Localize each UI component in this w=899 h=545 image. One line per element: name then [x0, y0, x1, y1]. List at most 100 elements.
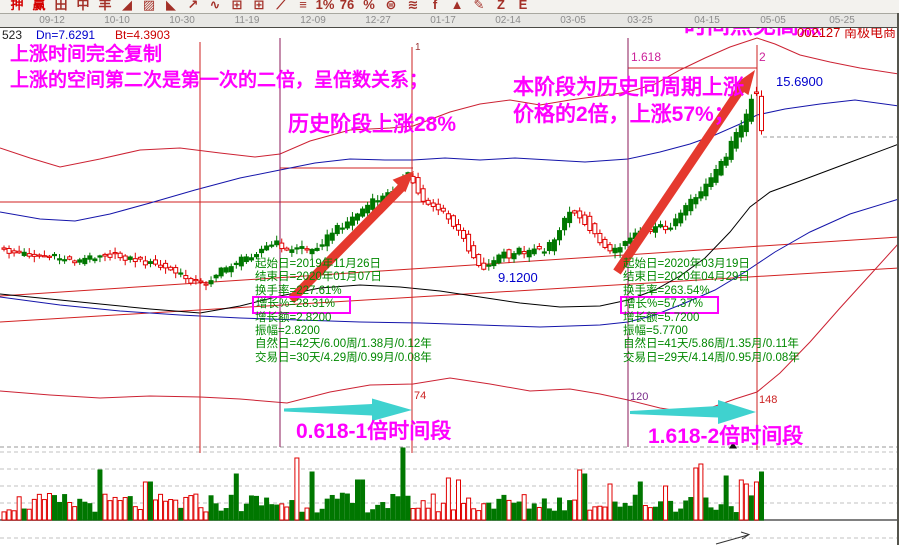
- candle: [435, 203, 441, 211]
- candle: [259, 248, 265, 254]
- time-span-label-2: 1.618-2倍时间段: [648, 425, 804, 448]
- toolbar-icon[interactable]: ✎: [473, 0, 485, 12]
- volume-bar: [440, 502, 446, 521]
- volume-bar: [127, 496, 133, 521]
- stat-line: 换手率=227.61%: [255, 284, 342, 297]
- candle: [516, 247, 522, 255]
- volume-bar: [420, 500, 426, 521]
- volume-bar: [435, 511, 441, 521]
- date-tick-label: 09-12: [39, 15, 65, 26]
- symbol-name[interactable]: 002127 南极电商: [797, 25, 896, 40]
- toolbar-icon[interactable]: ◢: [122, 0, 132, 12]
- candle: [567, 211, 573, 224]
- volume-bar: [718, 504, 724, 521]
- candle: [617, 247, 623, 253]
- fib-marker-1: 1: [415, 42, 421, 53]
- volume-bar: [122, 497, 128, 521]
- candle: [501, 251, 507, 259]
- volume-bar: [365, 512, 371, 521]
- date-tick-label: 05-05: [760, 15, 786, 26]
- candle: [526, 249, 532, 258]
- candle: [339, 227, 345, 230]
- toolbar-icon[interactable]: 76: [339, 0, 355, 12]
- candle: [62, 259, 68, 262]
- toolbar-icon[interactable]: ↗: [187, 0, 199, 12]
- growth-highlight-box: 增长%=28.31%: [252, 296, 351, 314]
- toolbar-icon[interactable]: Z: [497, 0, 505, 12]
- volume-bar: [233, 473, 239, 521]
- volume-bar: [703, 497, 709, 521]
- date-tick-label: 03-25: [627, 15, 653, 26]
- candle: [612, 247, 618, 254]
- volume-bar: [748, 495, 754, 521]
- toolbar-icon[interactable]: ◣: [166, 0, 176, 12]
- volume-bar: [269, 504, 275, 521]
- candle: [127, 256, 133, 260]
- toolbar-icon[interactable]: 1%: [315, 0, 335, 12]
- volume-bar: [526, 508, 532, 521]
- toolbar-icon[interactable]: ⊜: [385, 0, 397, 12]
- volume-bar: [511, 502, 517, 521]
- candle: [168, 266, 174, 271]
- volume-bar: [112, 496, 118, 521]
- candle: [415, 177, 421, 194]
- volume-bar: [577, 469, 583, 521]
- toolbar-icon[interactable]: ▨: [142, 0, 156, 12]
- black-triangle-marker: [729, 442, 737, 449]
- candle: [52, 253, 57, 257]
- volume-bar: [713, 509, 719, 521]
- date-tick-label: 01-17: [430, 15, 456, 26]
- volume-bar: [248, 495, 254, 521]
- candle: [541, 251, 547, 254]
- stat-line-growth: 增长%=28.31%: [252, 296, 432, 314]
- candle: [582, 214, 588, 225]
- stat-line: 结束日=2020年01月07日: [255, 271, 382, 284]
- toolbar-icon[interactable]: 赢: [32, 0, 46, 12]
- candle: [602, 238, 608, 248]
- candle: [77, 259, 83, 263]
- toolbar-icon[interactable]: f: [432, 0, 438, 12]
- toolbar-icon[interactable]: E: [518, 0, 528, 12]
- toolbar-icon[interactable]: 中: [76, 0, 90, 12]
- toolbar-icon[interactable]: ⊞: [253, 0, 265, 12]
- volume-bar: [36, 493, 42, 521]
- candle: [243, 256, 249, 263]
- candle: [607, 244, 613, 252]
- toolbar-icon[interactable]: 丰: [98, 0, 112, 12]
- volume-bar: [132, 506, 138, 521]
- stat-line: 增长额=5.7200: [623, 311, 700, 324]
- candle: [147, 261, 153, 264]
- volume-bar: [62, 494, 68, 521]
- candle: [132, 258, 138, 263]
- candle: [334, 225, 340, 235]
- volume-bar: [163, 500, 169, 521]
- candle: [21, 251, 27, 256]
- toolbar-icon[interactable]: 押: [10, 0, 24, 12]
- candle: [137, 256, 143, 260]
- toolbar-icon[interactable]: ∿: [209, 0, 221, 12]
- candle: [450, 215, 456, 227]
- volume-bar: [637, 481, 643, 521]
- toolbar-icon[interactable]: ≋: [407, 0, 419, 12]
- volume-bar: [597, 505, 603, 521]
- volume-bar: [652, 506, 658, 521]
- toolbar-icon[interactable]: ▲: [450, 0, 464, 12]
- candle: [733, 132, 739, 149]
- toolbar-icon[interactable]: ≡: [299, 0, 307, 12]
- volume-bar: [213, 503, 219, 521]
- volume-bar: [339, 492, 345, 521]
- candle: [203, 283, 209, 286]
- candle: [668, 227, 674, 230]
- toolbar-icon[interactable]: %: [363, 0, 375, 12]
- candle: [511, 253, 517, 260]
- stat-line: 振幅=2.8200: [255, 325, 320, 338]
- toolbar-icon[interactable]: ⊞: [231, 0, 243, 12]
- candle: [718, 160, 724, 176]
- volume-bar: [208, 495, 214, 521]
- toolbar-icon[interactable]: 田: [54, 0, 68, 12]
- volume-bar: [723, 475, 729, 521]
- toolbar-icon[interactable]: ⟋: [276, 0, 286, 12]
- volume-bar: [1, 511, 7, 521]
